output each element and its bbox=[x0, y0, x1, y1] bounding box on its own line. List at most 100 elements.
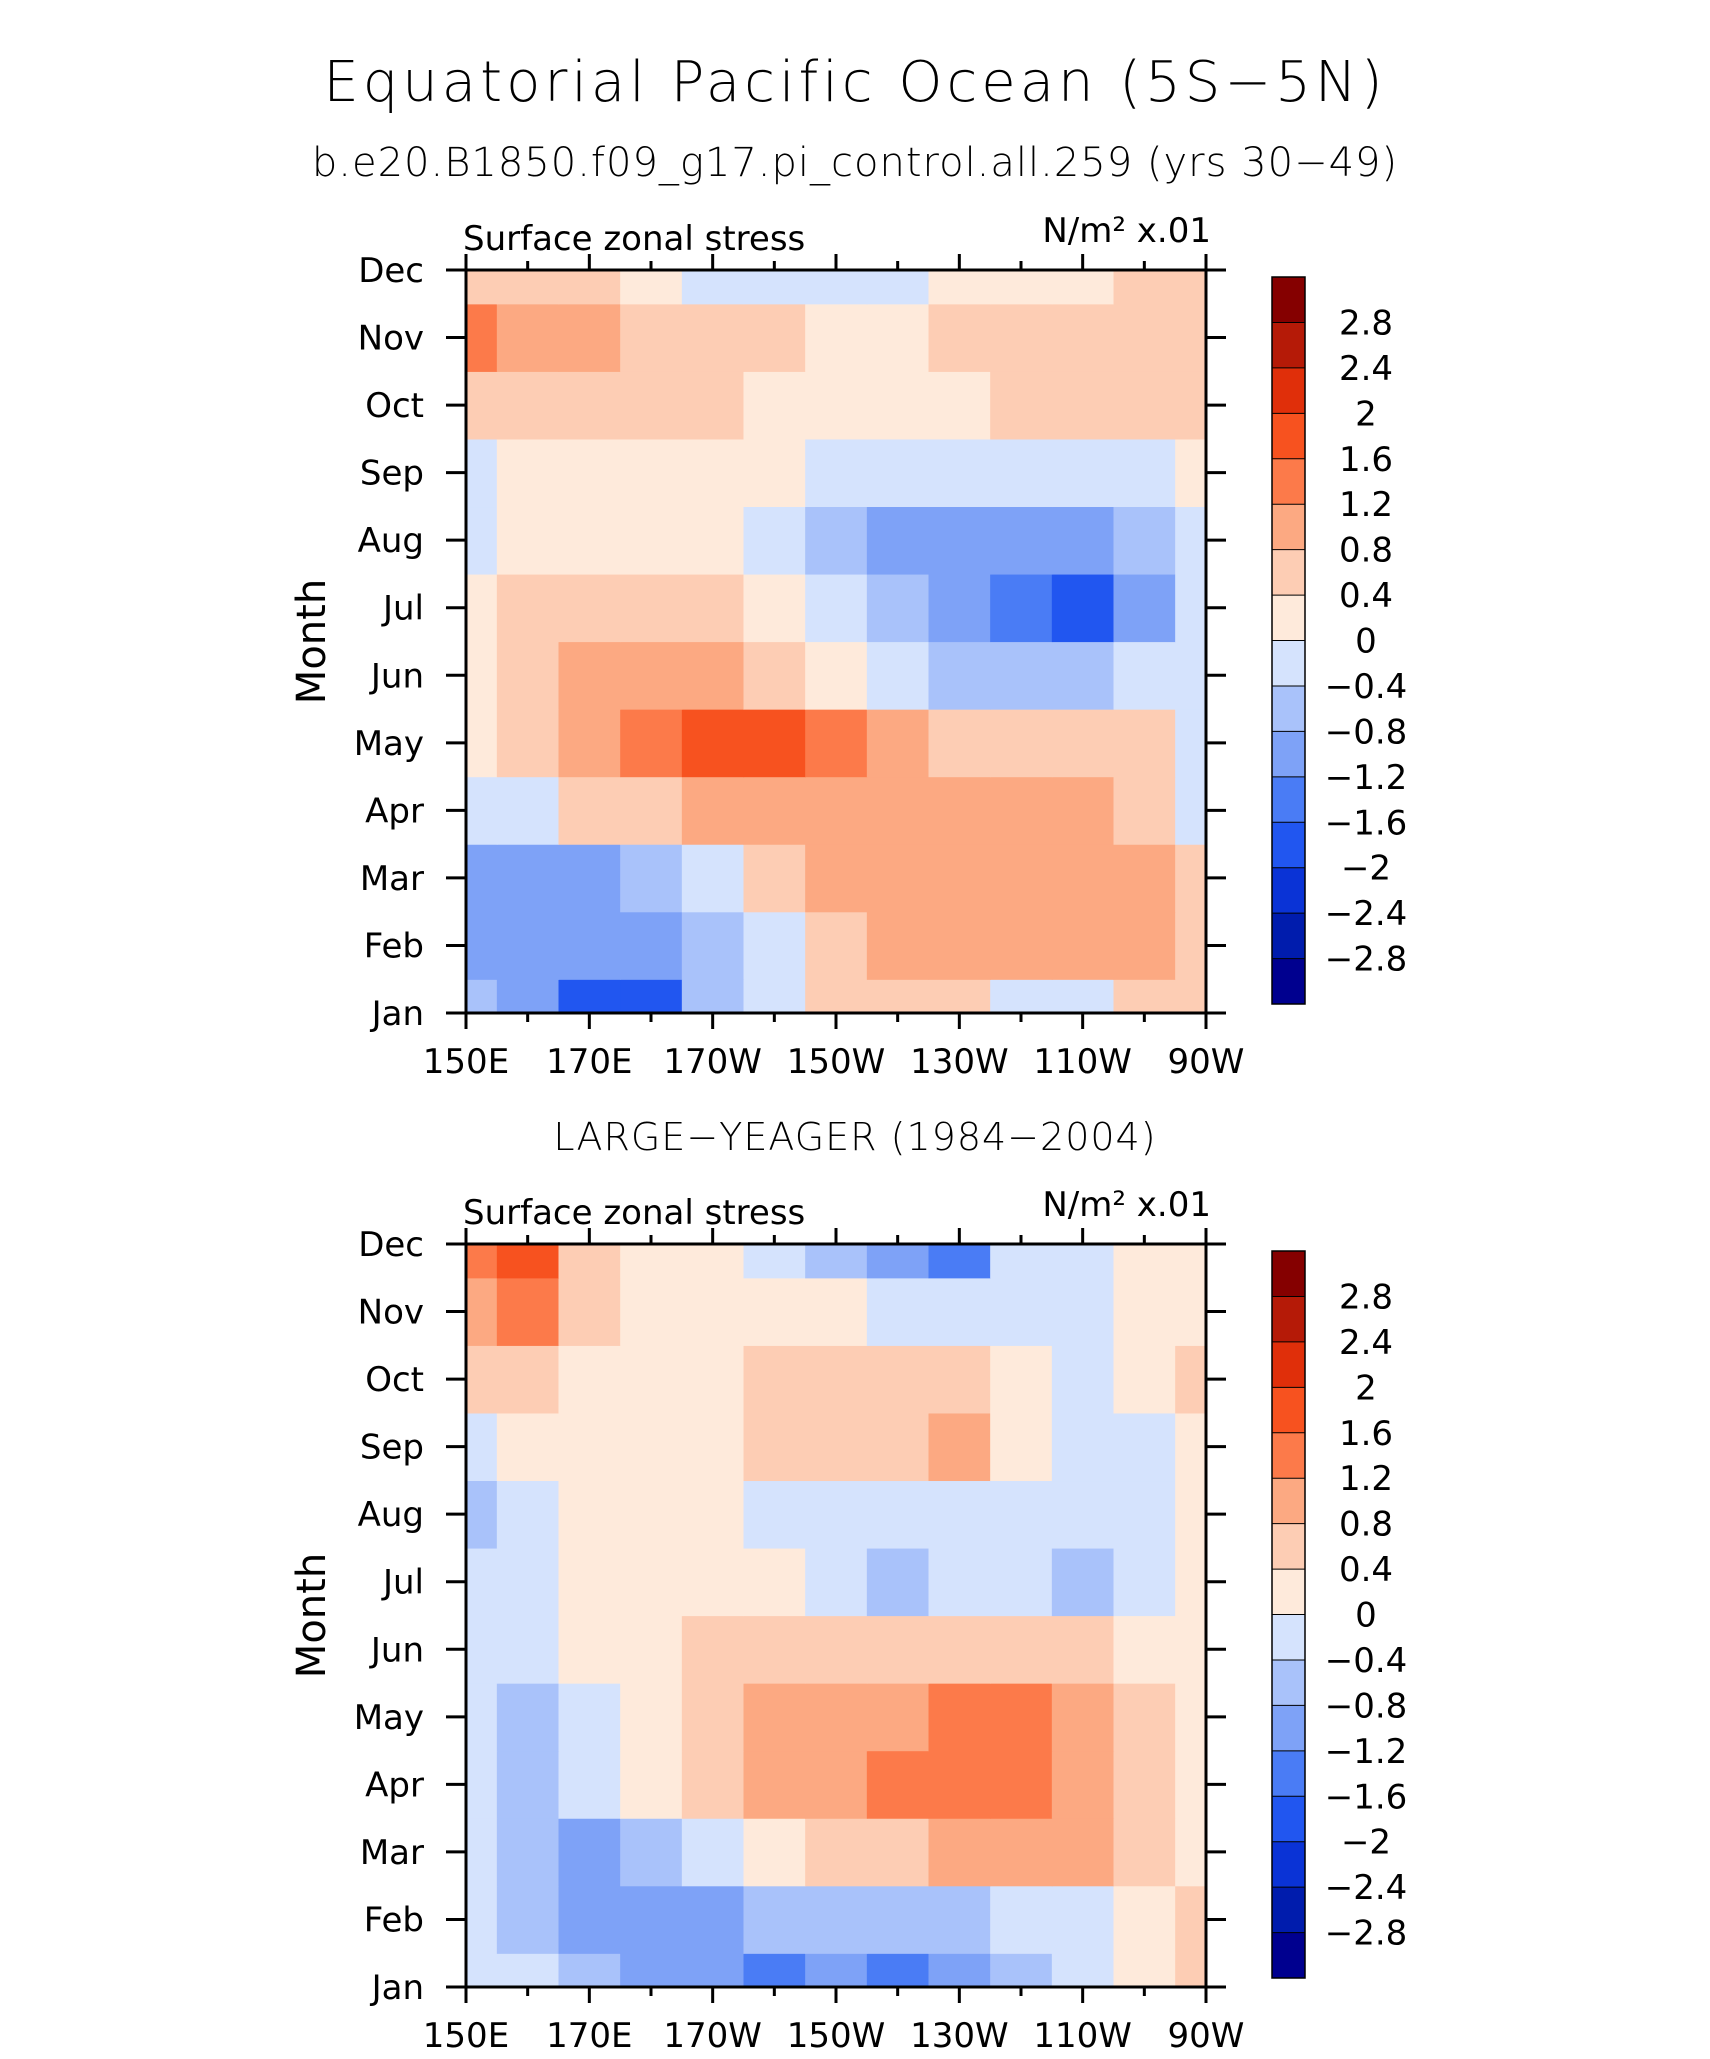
heatmap-cell bbox=[990, 709, 1053, 778]
y-axis-title: Month bbox=[289, 579, 335, 704]
heatmap-cell bbox=[496, 776, 560, 845]
y-tick-label: Oct bbox=[365, 386, 424, 426]
heatmap-cell bbox=[1113, 1750, 1176, 1819]
heatmap-cell bbox=[620, 709, 683, 778]
heatmap-cell bbox=[1051, 1818, 1115, 1887]
heatmap-cell bbox=[466, 506, 498, 575]
colorbar-label: −0.8 bbox=[1325, 712, 1408, 752]
heatmap-cell bbox=[805, 270, 868, 305]
heatmap-cell bbox=[866, 1244, 930, 1279]
heatmap-cell bbox=[928, 573, 991, 643]
heatmap-cell bbox=[620, 1953, 683, 1988]
heatmap-cell bbox=[1051, 1244, 1115, 1279]
colorbar-box bbox=[1272, 776, 1305, 823]
heatmap-cell bbox=[805, 1244, 868, 1279]
x-tick-label: 150E bbox=[423, 1042, 509, 1082]
heatmap-cell bbox=[620, 1547, 683, 1617]
colorbar-box bbox=[1272, 1841, 1305, 1888]
heatmap-cell bbox=[1175, 270, 1207, 305]
heatmap-cell bbox=[866, 438, 930, 508]
heatmap-cell bbox=[496, 911, 560, 980]
heatmap-cell bbox=[928, 1480, 991, 1549]
heatmap-cell bbox=[743, 1885, 806, 1954]
heatmap-cell bbox=[866, 371, 930, 440]
heatmap-cell bbox=[1051, 371, 1115, 440]
heatmap-cell bbox=[466, 1953, 498, 1988]
heatmap-cell bbox=[1113, 979, 1176, 1014]
heatmap-cell bbox=[990, 1480, 1053, 1549]
heatmap-cell bbox=[928, 1547, 991, 1617]
heatmap-cell bbox=[805, 1683, 868, 1752]
x-tick-label: 170W bbox=[663, 2016, 762, 2056]
heatmap-cell bbox=[681, 1412, 745, 1482]
heatmap-cell bbox=[743, 1480, 806, 1549]
y-tick-label: Apr bbox=[365, 791, 424, 831]
heatmap-cell bbox=[866, 979, 930, 1014]
heatmap-cell bbox=[1175, 979, 1207, 1014]
heatmap-cell bbox=[928, 709, 991, 778]
colorbar-box bbox=[1272, 322, 1305, 369]
x-tick-label: 150W bbox=[787, 1042, 886, 1082]
heatmap-cell bbox=[928, 270, 991, 305]
heatmap-cell bbox=[990, 1277, 1053, 1346]
colorbar-label: 1.6 bbox=[1339, 440, 1393, 480]
heatmap-cell bbox=[1113, 1345, 1176, 1414]
heatmap-cell bbox=[466, 1750, 498, 1819]
heatmap-cell bbox=[466, 776, 498, 845]
heatmap-cell bbox=[990, 776, 1053, 845]
colorbar-label: −0.8 bbox=[1325, 1686, 1408, 1726]
heatmap-cell bbox=[743, 979, 806, 1014]
heatmap-cell bbox=[928, 979, 991, 1014]
heatmap-cell bbox=[681, 1818, 745, 1887]
colorbar-box bbox=[1272, 1523, 1305, 1570]
colorbar-label: 2.8 bbox=[1339, 303, 1393, 343]
heatmap-cell bbox=[743, 709, 806, 778]
heatmap-cell bbox=[1113, 776, 1176, 845]
heatmap-cell bbox=[928, 1244, 991, 1279]
heatmap-cell bbox=[496, 506, 560, 575]
heatmap-cell bbox=[620, 1885, 683, 1954]
heatmap-cell bbox=[743, 438, 806, 508]
heatmap-cell bbox=[466, 1885, 498, 1954]
heatmap-cell bbox=[928, 1818, 991, 1887]
heatmap-cell bbox=[990, 1615, 1053, 1684]
heatmap-cell bbox=[743, 1750, 806, 1819]
heatmap-cell bbox=[1175, 1750, 1207, 1819]
panel-2: 150E 170E 170W 150W 130W 110W 90W Jan Feb Mar Apr M… bbox=[289, 1185, 1407, 2056]
heatmap-cell bbox=[1051, 1480, 1115, 1549]
heatmap-cell bbox=[681, 573, 745, 643]
x-tick-label: 150W bbox=[787, 2016, 886, 2056]
colorbar-box bbox=[1272, 504, 1305, 551]
heatmap-cell bbox=[866, 573, 930, 643]
heatmap-cell bbox=[681, 1885, 745, 1954]
y-tick-label: Mar bbox=[360, 859, 424, 899]
heatmap-cell bbox=[1051, 270, 1115, 305]
heatmap-cell bbox=[1175, 506, 1207, 575]
colorbar-box bbox=[1272, 1387, 1305, 1434]
heatmap-cell bbox=[805, 1953, 868, 1988]
heatmap-cell bbox=[866, 1683, 930, 1752]
colorbar-box bbox=[1272, 1887, 1305, 1934]
colorbar-box bbox=[1272, 685, 1305, 732]
heatmap-cell bbox=[805, 1277, 868, 1346]
heatmap-cell bbox=[1175, 573, 1207, 643]
heatmap-cell bbox=[866, 1480, 930, 1549]
heatmap-cell bbox=[1113, 1547, 1176, 1617]
heatmap-cell bbox=[866, 1885, 930, 1954]
heatmap-cell bbox=[1175, 1345, 1207, 1414]
colorbar-label: −1.6 bbox=[1325, 803, 1408, 843]
heatmap-cell bbox=[866, 1547, 930, 1617]
heatmap-cell bbox=[1175, 303, 1207, 372]
heatmap-cell bbox=[805, 438, 868, 508]
heatmap-cell bbox=[805, 1818, 868, 1887]
heatmap-cell bbox=[1113, 844, 1176, 913]
heatmap-cell bbox=[1113, 506, 1176, 575]
heatmap-cell bbox=[620, 1750, 683, 1819]
heatmap-cell bbox=[990, 641, 1053, 710]
heatmap-cell bbox=[681, 709, 745, 778]
y-axis-title: Month bbox=[289, 1553, 335, 1678]
heatmap-cell bbox=[805, 709, 868, 778]
heatmap-cell bbox=[1051, 911, 1115, 980]
heatmap-cell bbox=[1051, 979, 1115, 1014]
heatmap-cell bbox=[743, 270, 806, 305]
